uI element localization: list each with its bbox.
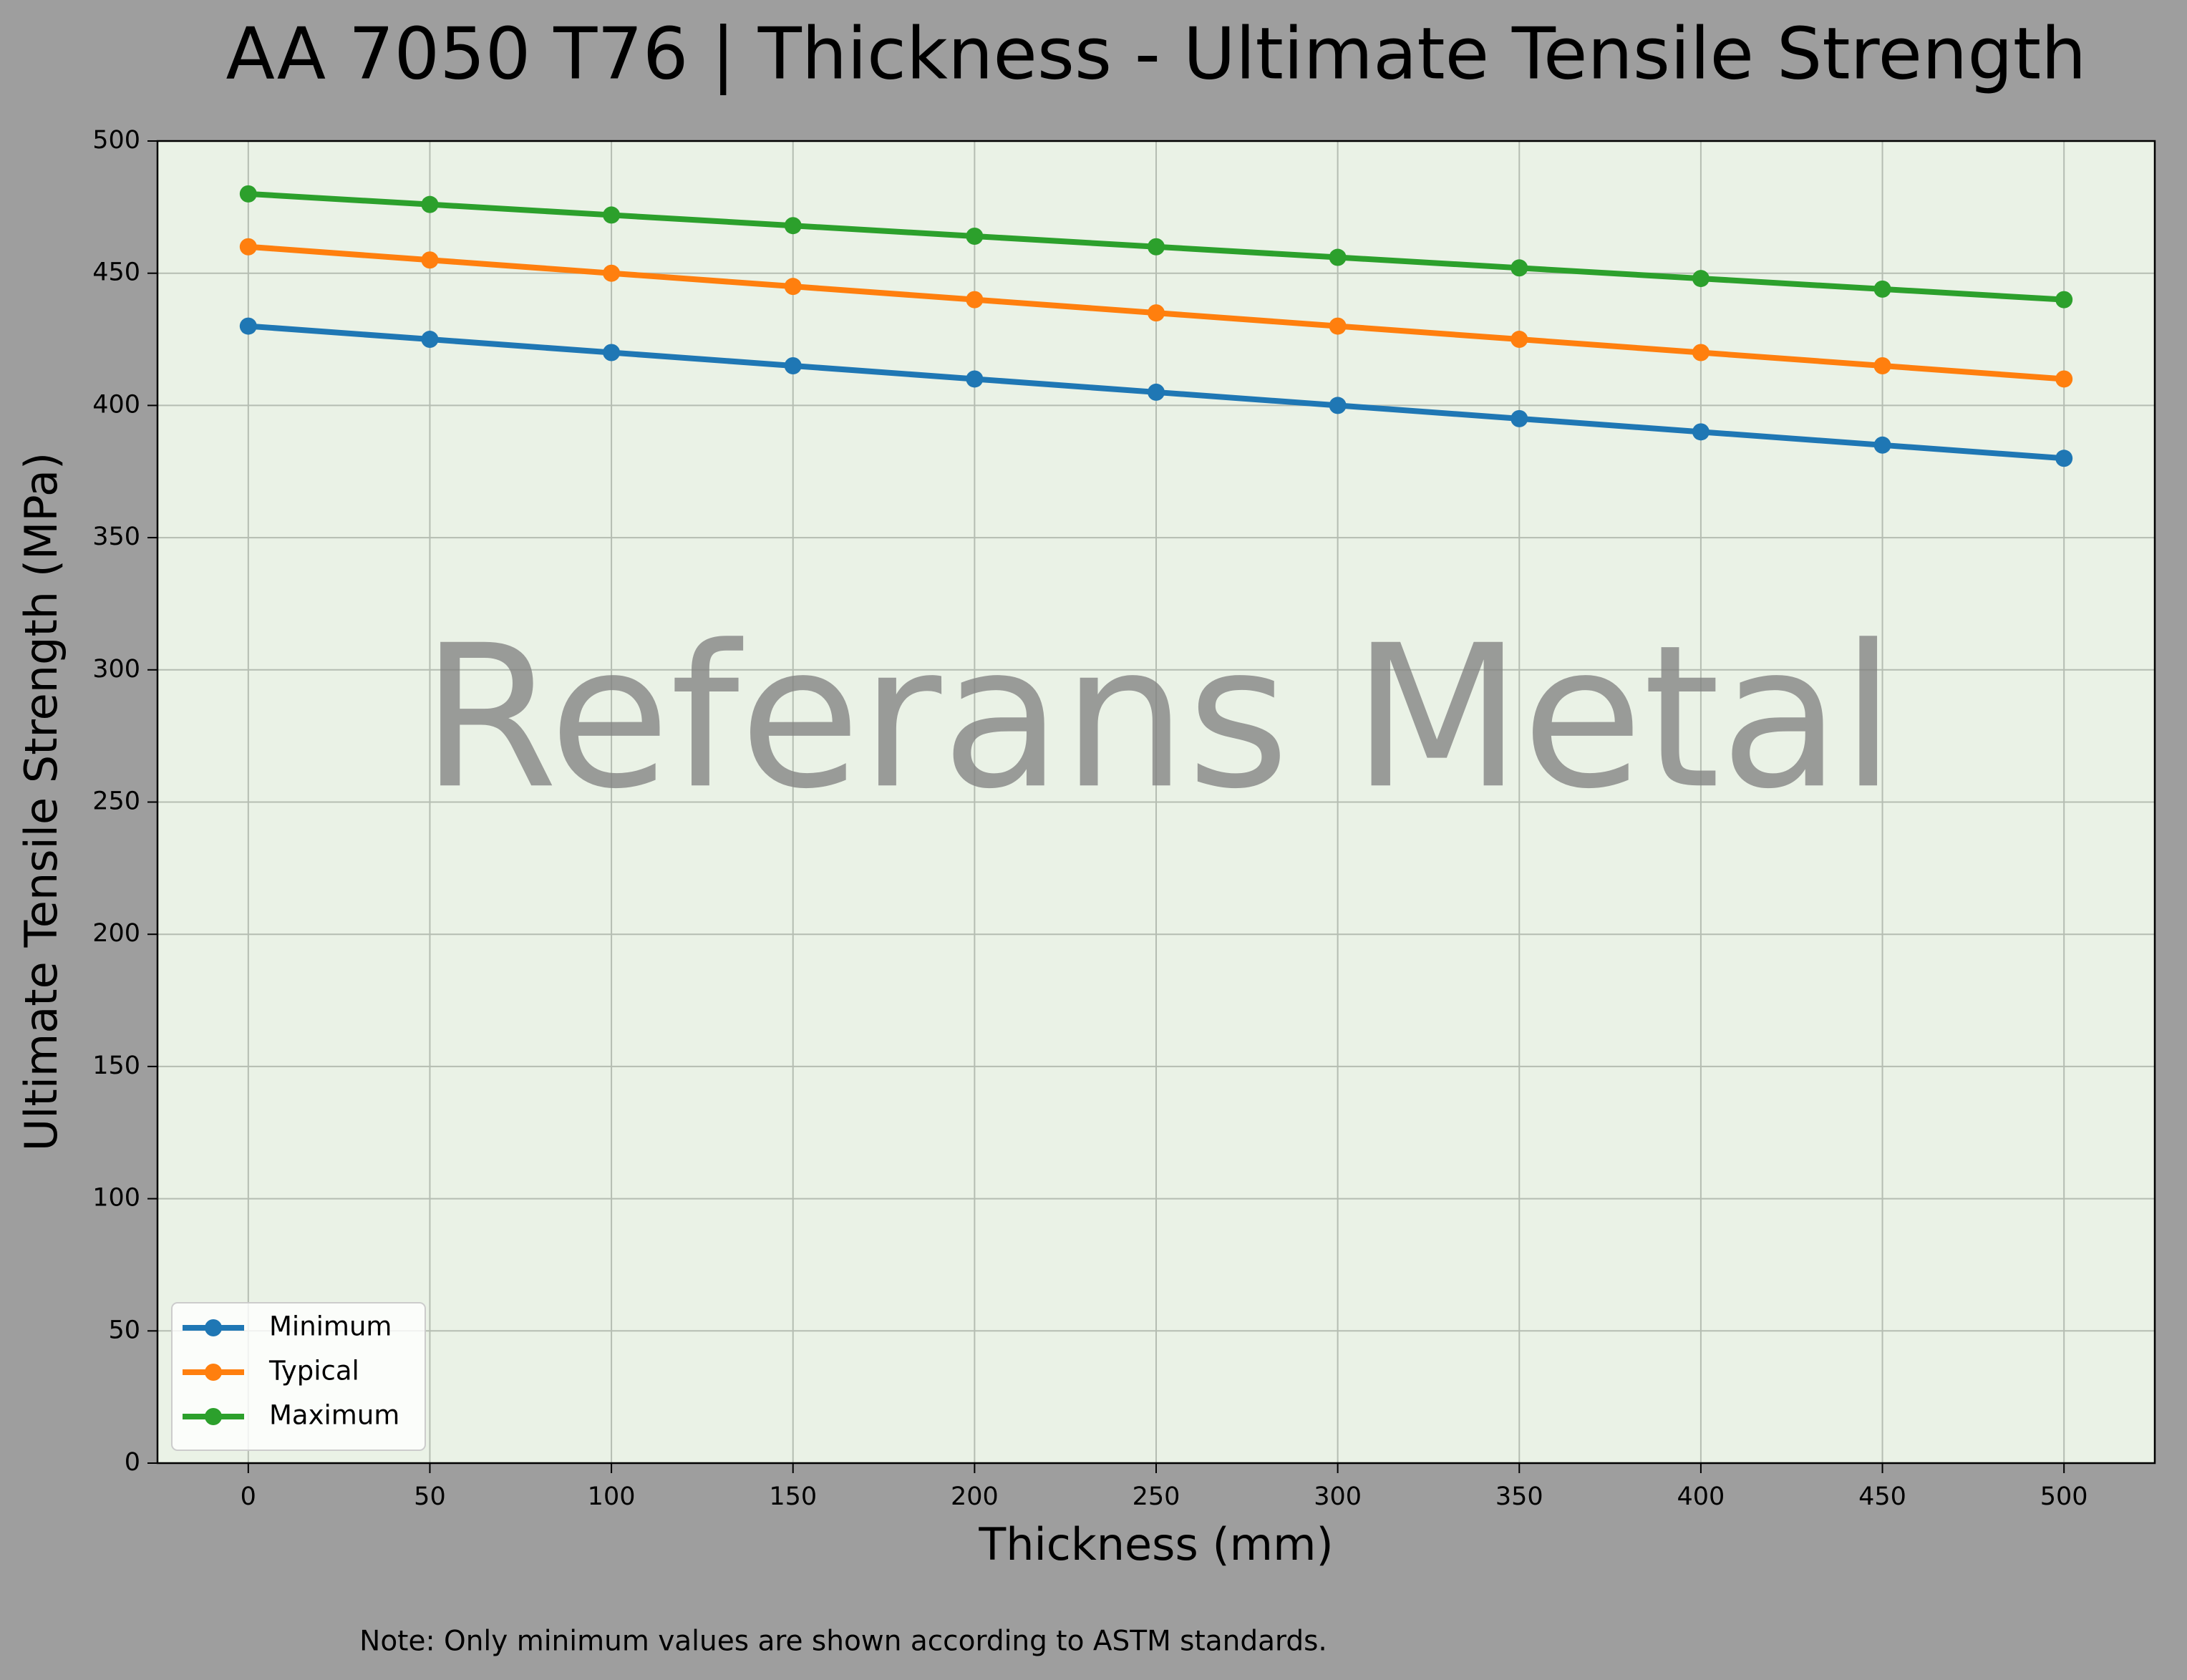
- data-point: [1692, 344, 1710, 361]
- x-tick-label: 100: [588, 1482, 636, 1511]
- legend-label: Maximum: [269, 1400, 399, 1431]
- x-tick-label: 400: [1677, 1482, 1725, 1511]
- y-tick-label: 450: [92, 258, 140, 287]
- data-point: [603, 344, 621, 361]
- legend-marker: [205, 1408, 222, 1425]
- data-point: [421, 251, 439, 269]
- data-point: [1329, 317, 1347, 335]
- data-point: [784, 278, 802, 296]
- x-tick-label: 150: [769, 1482, 817, 1511]
- x-tick-label: 50: [414, 1482, 446, 1511]
- data-point: [2055, 291, 2073, 309]
- legend-marker: [205, 1319, 222, 1336]
- data-point: [239, 317, 257, 335]
- data-point: [966, 227, 984, 245]
- legend-label: Minimum: [269, 1311, 392, 1342]
- legend-marker: [205, 1364, 222, 1381]
- x-axis-label: Thickness (mm): [978, 1518, 1333, 1570]
- data-point: [784, 217, 802, 235]
- data-point: [421, 195, 439, 213]
- y-tick-label: 150: [92, 1052, 140, 1080]
- plot: [239, 185, 2073, 467]
- y-axis-label: Ultimate Tensile Strength (MPa): [15, 452, 67, 1151]
- y-tick-label: 50: [108, 1316, 140, 1344]
- legend: Minimum Typical Maximum: [171, 1302, 426, 1451]
- data-point: [603, 264, 621, 282]
- data-point: [2055, 450, 2073, 467]
- y-tick-label: 500: [92, 126, 140, 155]
- data-point: [1329, 397, 1347, 414]
- y-tick-label: 400: [92, 390, 140, 419]
- data-point: [239, 185, 257, 203]
- x-tick-label: 0: [241, 1482, 256, 1511]
- data-point: [1329, 248, 1347, 266]
- chart-title: AA 7050 T76 | Thickness - Ultimate Tensi…: [226, 11, 2087, 95]
- data-point: [966, 370, 984, 388]
- x-tick-label: 350: [1495, 1482, 1543, 1511]
- data-point: [1510, 409, 1528, 427]
- x-tick-label: 250: [1133, 1482, 1180, 1511]
- note: Note: Only minimum values are shown acco…: [359, 1626, 1327, 1658]
- data-point: [1692, 270, 1710, 288]
- data-point: [1510, 259, 1528, 277]
- data-point: [1873, 356, 1891, 374]
- x-tick-label: 300: [1314, 1482, 1362, 1511]
- x-tick-label: 450: [1858, 1482, 1906, 1511]
- y-tick-label: 100: [92, 1184, 140, 1213]
- data-point: [603, 206, 621, 224]
- x-tick-label: 200: [951, 1482, 999, 1511]
- legend-box: [171, 1302, 426, 1451]
- data-point: [1873, 280, 1891, 298]
- data-point: [2055, 370, 2073, 388]
- data-point: [784, 356, 802, 374]
- y-tick-label: 200: [92, 919, 140, 948]
- y-tick-label: 0: [125, 1448, 140, 1477]
- data-point: [239, 238, 257, 256]
- watermark: Referans Metal: [421, 603, 1896, 832]
- data-point: [1148, 304, 1165, 322]
- y-tick-label: 300: [92, 655, 140, 684]
- data-point: [1148, 383, 1165, 401]
- x-tick-label: 500: [2040, 1482, 2088, 1511]
- legend-label: Typical: [268, 1356, 359, 1387]
- data-point: [1148, 238, 1165, 256]
- y-tick-label: 250: [92, 787, 140, 816]
- data-point: [966, 291, 984, 309]
- data-point: [1692, 423, 1710, 441]
- data-point: [421, 331, 439, 349]
- data-point: [1510, 331, 1528, 349]
- y-tick-label: 350: [92, 523, 140, 551]
- data-point: [1873, 436, 1891, 454]
